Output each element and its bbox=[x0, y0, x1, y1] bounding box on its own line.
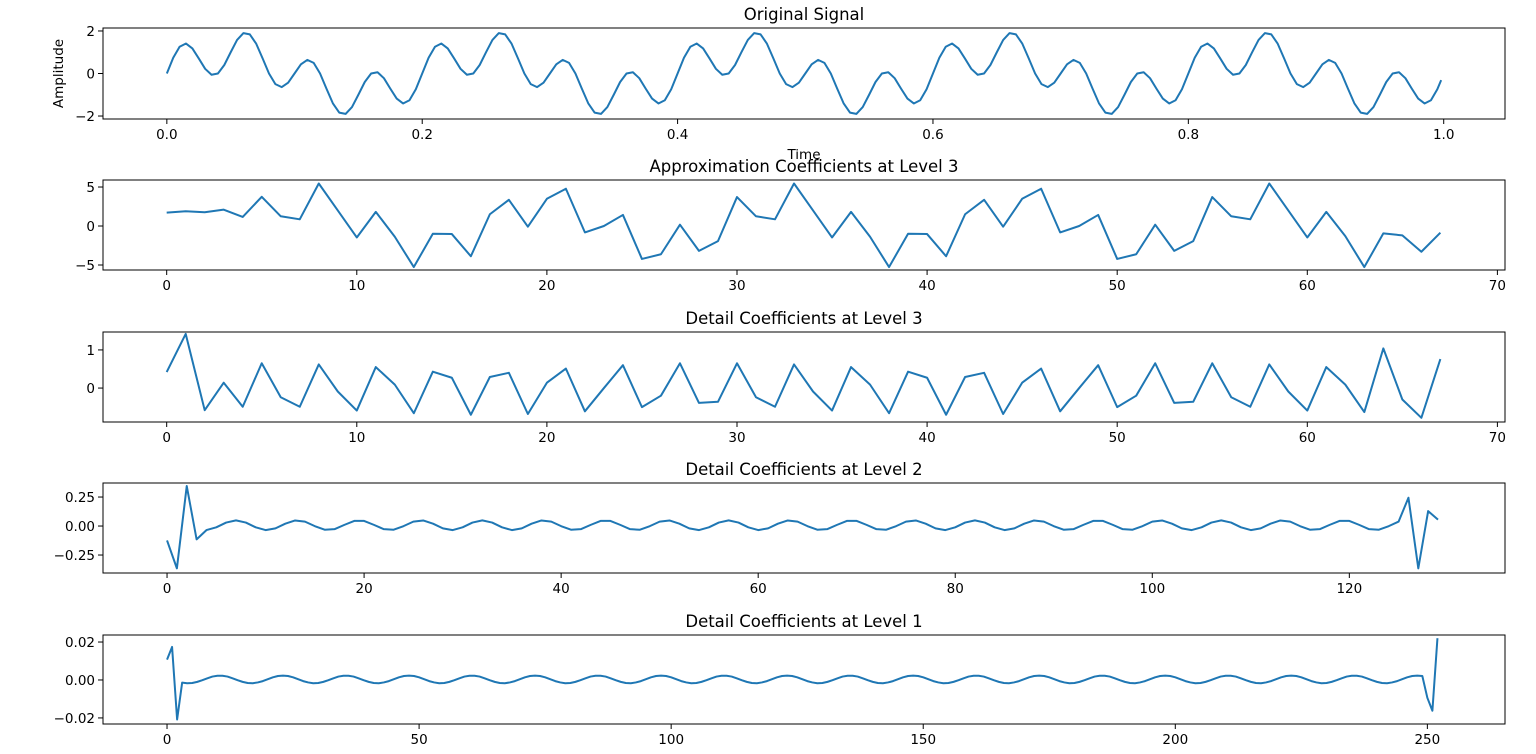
x-tick-label: 120 bbox=[1336, 581, 1362, 597]
x-tick-label: 0 bbox=[162, 278, 171, 294]
axes-frame bbox=[102, 331, 1506, 423]
x-tick-label: 0.2 bbox=[411, 127, 432, 143]
x-tick-label: 20 bbox=[538, 278, 555, 294]
y-tick-label: 0.00 bbox=[65, 673, 95, 689]
x-tick-label: 150 bbox=[910, 732, 936, 748]
subplot-title: Detail Coefficients at Level 2 bbox=[685, 460, 922, 479]
series-line bbox=[165, 332, 1442, 419]
x-tick-label: 60 bbox=[750, 581, 767, 597]
axes-frame bbox=[102, 27, 1506, 120]
y-tick-label: 2 bbox=[86, 24, 95, 40]
x-tick-label: 10 bbox=[348, 278, 365, 294]
x-tick-label: 60 bbox=[1299, 278, 1316, 294]
x-tick-label: 80 bbox=[947, 581, 964, 597]
y-tick-label: 0 bbox=[86, 381, 95, 397]
x-tick-label: 40 bbox=[553, 581, 570, 597]
x-tick-label: 30 bbox=[728, 430, 745, 446]
x-tick-label: 40 bbox=[918, 278, 935, 294]
x-tick-label: 40 bbox=[918, 430, 935, 446]
x-tick-label: 60 bbox=[1299, 430, 1316, 446]
x-tick-label: 10 bbox=[348, 430, 365, 446]
y-tick-label: −2 bbox=[75, 109, 95, 125]
y-tick-label: 0 bbox=[86, 219, 95, 235]
subplot-title: Detail Coefficients at Level 3 bbox=[685, 309, 922, 328]
series-line bbox=[166, 182, 1442, 269]
x-tick-label: 0.0 bbox=[156, 127, 177, 143]
subplot-title: Original Signal bbox=[744, 5, 865, 24]
x-tick-label: 250 bbox=[1414, 732, 1440, 748]
y-tick-label: 1 bbox=[86, 343, 95, 359]
x-axis-label: Time bbox=[786, 147, 820, 163]
x-tick-label: 0.8 bbox=[1178, 127, 1199, 143]
x-tick-label: 1.0 bbox=[1433, 127, 1454, 143]
original-signal-subplot: 0.0 0.2 0.4 0.6 0.8 1.0 −2 0 2 Original Signal Tim… bbox=[51, 5, 1506, 163]
subplot-title: Approximation Coefficients at Level 3 bbox=[649, 157, 958, 176]
x-tick-label: 50 bbox=[410, 732, 427, 748]
x-tick-label: 100 bbox=[658, 732, 684, 748]
x-tick-label: 20 bbox=[355, 581, 372, 597]
detail-level-1-subplot: 0 50 100 150 200 250 −0.02 0.00 0.02 Detail Coeff… bbox=[54, 612, 1506, 748]
x-tick-label: 20 bbox=[538, 430, 555, 446]
axes-frame bbox=[102, 482, 1506, 574]
x-tick-label: 70 bbox=[1489, 430, 1506, 446]
y-tick-label: 0.02 bbox=[65, 635, 95, 651]
x-tick-label: 0.6 bbox=[922, 127, 943, 143]
y-tick-label: 0 bbox=[86, 67, 95, 83]
y-tick-label: 0.25 bbox=[65, 490, 95, 506]
subplot-title: Detail Coefficients at Level 1 bbox=[685, 612, 922, 631]
x-tick-label: 0 bbox=[162, 430, 171, 446]
y-axis-label: Amplitude bbox=[51, 39, 67, 108]
series-line bbox=[166, 638, 1439, 721]
y-tick-label: 5 bbox=[86, 180, 95, 196]
y-tick-label: 0.00 bbox=[65, 519, 95, 535]
y-tick-label: −0.25 bbox=[54, 548, 95, 564]
x-tick-label: 0.4 bbox=[667, 127, 688, 143]
detail-level-2-subplot: 0 20 40 60 80 100 120 −0.25 0.00 0.25 Detail Coeff… bbox=[54, 460, 1506, 597]
x-tick-label: 0 bbox=[163, 581, 172, 597]
y-tick-label: −0.02 bbox=[54, 711, 95, 727]
axes-frame bbox=[102, 179, 1506, 271]
x-tick-label: 0 bbox=[163, 732, 172, 748]
y-tick-label: −5 bbox=[75, 258, 95, 274]
approximation-level-3-subplot: 0 10 20 30 40 50 60 70 −5 0 5 Approximation Coeffic… bbox=[75, 157, 1506, 294]
series-line bbox=[165, 32, 1443, 115]
x-tick-label: 50 bbox=[1109, 278, 1126, 294]
x-tick-label: 100 bbox=[1139, 581, 1165, 597]
x-tick-label: 30 bbox=[728, 278, 745, 294]
x-tick-label: 200 bbox=[1162, 732, 1188, 748]
x-tick-label: 50 bbox=[1109, 430, 1126, 446]
x-tick-label: 70 bbox=[1489, 278, 1506, 294]
detail-level-3-subplot: 0 10 20 30 40 50 60 70 0 1 Detail Coefficients at … bbox=[86, 309, 1506, 446]
series-line bbox=[166, 485, 1439, 570]
